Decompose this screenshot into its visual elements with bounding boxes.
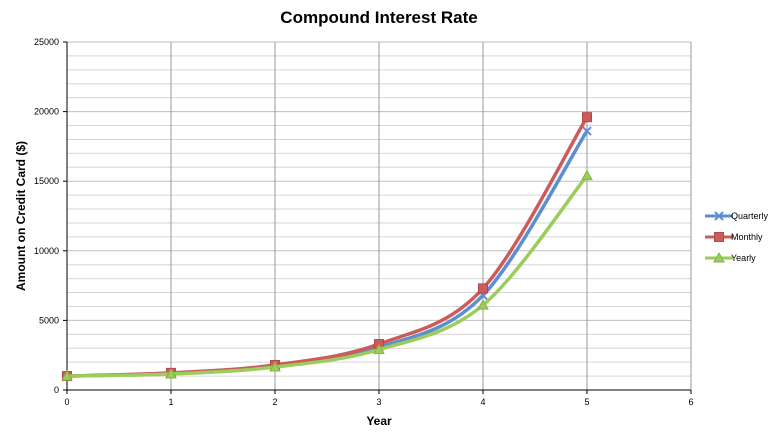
legend-item-yearly: Yearly (705, 251, 756, 263)
y-axis-label: Amount on Credit Card ($) (14, 141, 28, 291)
grid (66, 41, 692, 391)
point-yearly (165, 367, 177, 379)
line-monthly (66, 116, 589, 378)
line-yearly (66, 174, 589, 378)
chart-title: Compound Interest Rate (280, 8, 477, 27)
series-quarterly (62, 126, 592, 381)
point-yearly (373, 343, 385, 355)
y-tick-label: 5000 (39, 315, 59, 325)
x-tick-label: 1 (168, 397, 173, 407)
x-tick-label: 6 (688, 397, 693, 407)
series-lines (61, 112, 593, 382)
legend-label-monthly: Monthly (731, 232, 763, 242)
legend-marker-yearly (713, 251, 725, 263)
series-yearly (61, 169, 593, 381)
legend-marker-monthly (714, 232, 724, 242)
y-tick-label: 0 (54, 385, 59, 395)
x-tick-label: 2 (272, 397, 277, 407)
y-tick-label: 15000 (34, 176, 59, 186)
legend-marker-quarterly (714, 211, 724, 221)
legend-item-monthly: Monthly (705, 232, 763, 242)
y-tick-label: 10000 (34, 246, 59, 256)
legend-item-quarterly: Quarterly (705, 211, 769, 221)
legend: Quarterly Monthly Yearly (705, 211, 769, 263)
point-monthly (582, 112, 592, 123)
point-yearly (581, 169, 593, 181)
point-quarterly (582, 126, 592, 136)
point-monthly (478, 283, 488, 294)
x-tick-label: 0 (64, 397, 69, 407)
x-tick-label: 5 (584, 397, 589, 407)
y-tick-label: 20000 (34, 107, 59, 117)
point-yearly (477, 299, 489, 310)
x-tick-label: 4 (480, 397, 485, 407)
x-tick-label: 3 (376, 397, 381, 407)
legend-label-quarterly: Quarterly (731, 211, 769, 221)
tick-labels: 0 1 2 3 4 5 6 0 5000 10000 15000 20000 25000 (34, 37, 694, 407)
series-monthly (62, 112, 592, 382)
axes (63, 41, 692, 394)
point-yearly (61, 370, 73, 381)
legend-label-yearly: Yearly (731, 253, 756, 263)
x-axis-label: Year (366, 414, 392, 428)
y-tick-label: 25000 (34, 37, 59, 47)
point-yearly (269, 361, 281, 372)
